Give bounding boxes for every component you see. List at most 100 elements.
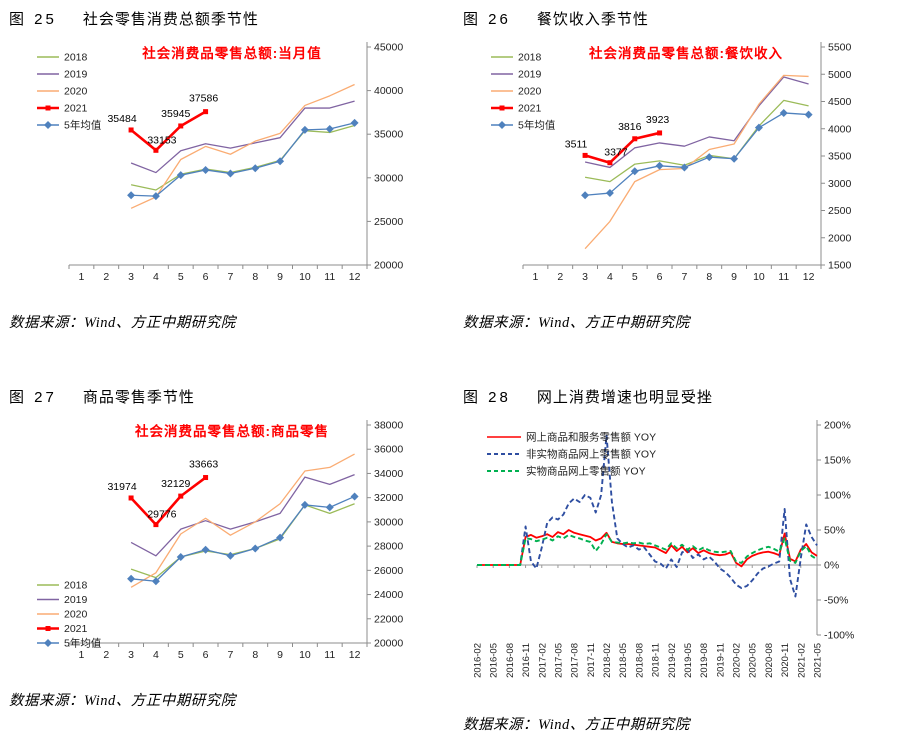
series-2020 [130,453,355,588]
svg-text:10: 10 [753,271,765,283]
svg-text:5: 5 [178,271,184,283]
axis-labels: 20000 22000 24000 26000 28000 30000 32000 34000… [78,420,403,662]
series-5年均值 [127,118,359,201]
axes [68,420,371,647]
series-2018 [584,99,809,183]
svg-text:45000: 45000 [374,42,403,54]
svg-text:5000: 5000 [828,69,852,81]
svg-text:2019: 2019 [64,594,88,606]
svg-text:2020: 2020 [64,86,88,98]
svg-text:9: 9 [277,649,283,661]
figure-26-panel: 图 26 餐饮收入季节性 1500 2000 2500 3000 3500 4000 4500… [454,0,909,378]
svg-text:2018: 2018 [64,580,88,592]
axes [68,42,371,269]
svg-text:2020-02: 2020-02 [732,643,743,678]
svg-text:1: 1 [78,271,84,283]
figure-25-title: 社会零售消费总额季节性 [82,11,259,28]
svg-text:30000: 30000 [374,516,403,528]
chart-inner-title: 社会消费品零售总额:当月值 [141,45,322,61]
svg-text:2021: 2021 [518,103,542,115]
svg-text:2020: 2020 [518,86,542,98]
legend-item-2019: 2019 [37,594,88,606]
svg-text:8: 8 [252,271,258,283]
svg-text:3500: 3500 [828,151,852,163]
svg-text:25000: 25000 [374,216,403,228]
svg-text:2017-05: 2017-05 [553,643,564,678]
svg-text:12: 12 [349,271,361,283]
svg-text:4500: 4500 [828,96,852,108]
svg-text:2019-08: 2019-08 [699,643,710,678]
svg-text:3: 3 [128,271,134,283]
legend-item-2018: 2018 [37,580,88,592]
svg-text:2020-05: 2020-05 [748,643,759,678]
svg-text:6: 6 [203,271,209,283]
series-2021 [582,130,663,166]
svg-text:实物商品网上零售额 YOY: 实物商品网上零售额 YOY [526,465,646,478]
legend-item-2018: 2018 [491,52,542,64]
svg-text:36000: 36000 [374,444,403,456]
data-label: 3923 [646,114,670,126]
svg-text:32000: 32000 [374,492,403,504]
svg-text:2021: 2021 [64,623,88,635]
svg-text:3: 3 [582,271,588,283]
legend-item-2018: 2018 [37,52,88,64]
svg-text:35000: 35000 [374,129,403,141]
svg-text:-50%: -50% [824,595,849,607]
figure-28-caption: 图 28 网上消费增速也明显受挫 [463,386,909,407]
legend: 2018 2019 2020 2021 5年均值 [37,580,102,650]
series-网上商品和服务零售额 YOY [477,529,818,568]
figure-25-caption: 图 25 社会零售消费总额季节性 [9,8,454,29]
svg-text:3000: 3000 [828,178,852,190]
series-2018 [130,124,355,191]
svg-text:5年均值: 5年均值 [64,637,102,650]
svg-text:2019-05: 2019-05 [683,643,694,678]
series-2019 [130,100,355,174]
svg-text:1500: 1500 [828,260,852,272]
svg-text:50%: 50% [824,525,845,537]
figure-28-panel: 图 28 网上消费增速也明显受挫 200% 150% 100% 50% 0% -50% -10… [454,378,909,756]
svg-text:2020-08: 2020-08 [764,643,775,678]
series-5年均值 [581,108,813,200]
series-实物商品网上零售额 YOY [477,533,818,566]
chart-online-consumption-yoy: 200% 150% 100% 50% 0% -50% -100% 2016-02 2016-05… [473,420,855,678]
data-label: 3377 [604,147,628,159]
svg-text:8: 8 [706,271,712,283]
svg-text:4: 4 [153,271,159,283]
svg-text:2019-02: 2019-02 [667,643,678,678]
data-label: 37586 [189,93,218,105]
svg-text:2018: 2018 [518,52,542,64]
svg-text:4: 4 [607,271,613,283]
svg-text:12: 12 [803,271,815,283]
svg-text:-100%: -100% [824,630,854,642]
legend: 2018 2019 2020 2021 5年均值 [491,52,556,132]
figure-27-title: 商品零售季节性 [82,389,195,406]
figure-28-title: 网上消费增速也明显受挫 [536,389,713,406]
svg-text:5年均值: 5年均值 [518,119,556,132]
svg-text:3: 3 [128,649,134,661]
figure-26-title: 餐饮收入季节性 [536,11,649,28]
svg-text:4000: 4000 [828,123,852,135]
figure-27-caption: 图 27 商品零售季节性 [9,386,454,407]
svg-text:2021-05: 2021-05 [813,643,824,678]
svg-text:2: 2 [557,271,563,283]
svg-text:12: 12 [349,649,361,661]
svg-text:7: 7 [681,271,687,283]
data-label: 3816 [618,121,642,133]
svg-text:24000: 24000 [374,589,403,601]
legend-item-2020: 2020 [491,86,542,98]
legend-item-实物商品网上零售额 YOY: 实物商品网上零售额 YOY [487,465,646,478]
svg-text:150%: 150% [824,455,851,467]
svg-text:非实物商品网上零售额 YOY: 非实物商品网上零售额 YOY [526,448,656,461]
svg-text:7: 7 [227,649,233,661]
legend-item-非实物商品网上零售额 YOY: 非实物商品网上零售额 YOY [487,448,656,461]
svg-text:网上商品和服务零售额 YOY: 网上商品和服务零售额 YOY [526,431,656,444]
svg-text:2: 2 [103,271,109,283]
svg-text:200%: 200% [824,420,851,432]
svg-text:7: 7 [227,271,233,283]
svg-text:2018-08: 2018-08 [634,643,645,678]
svg-text:2016-08: 2016-08 [505,643,516,678]
svg-text:2020-11: 2020-11 [780,643,791,677]
legend-item-2019: 2019 [491,69,542,81]
